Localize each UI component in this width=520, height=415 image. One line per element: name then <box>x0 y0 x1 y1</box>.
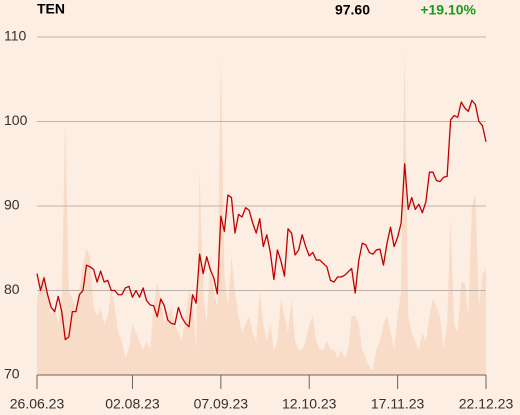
y-tick-label: 80 <box>4 281 20 297</box>
x-tick-label: 12.10.23 <box>282 396 337 412</box>
price-line <box>36 99 487 341</box>
x-tick-label: 17.11.23 <box>371 396 425 412</box>
last-price: 97.60 <box>335 2 370 18</box>
y-tick-label: 70 <box>4 366 20 382</box>
x-tick-label: 22.12.23 <box>459 396 514 412</box>
x-tick-label: 02.08.23 <box>105 396 160 412</box>
ticker: TEN <box>37 1 65 17</box>
volume-area <box>37 45 486 375</box>
x-tick-label: 07.09.23 <box>194 396 249 412</box>
area-layer <box>37 45 486 375</box>
y-tick-label: 100 <box>4 112 28 128</box>
y-tick-label: 90 <box>4 197 20 213</box>
x-tick-label: 26.06.23 <box>10 396 65 412</box>
y-tick-label: 110 <box>4 28 27 44</box>
price-change: +19.10% <box>420 2 476 18</box>
